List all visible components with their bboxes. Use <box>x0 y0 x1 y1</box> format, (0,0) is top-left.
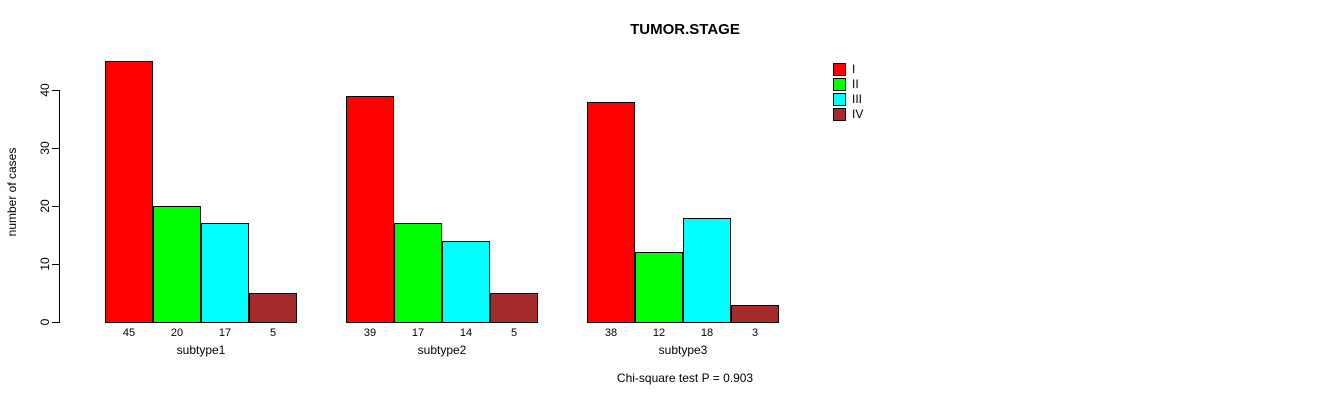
y-axis-line <box>59 90 60 323</box>
group-label-subtype3: subtype3 <box>658 343 708 357</box>
bar-value-label: 17 <box>411 327 425 339</box>
y-tick-label: 30 <box>38 141 52 155</box>
legend: I II III IV <box>833 63 863 121</box>
bar-value-label: 3 <box>751 327 759 339</box>
legend-label: IV <box>852 107 864 121</box>
bar-subtype2-I <box>346 96 394 323</box>
bar-subtype2-II <box>394 223 442 323</box>
chi-square-annotation: Chi-square test P = 0.903 <box>616 371 754 385</box>
bar-value-label: 38 <box>604 327 618 339</box>
bar-subtype1-I <box>105 61 153 323</box>
bar-value-label: 45 <box>122 327 136 339</box>
bar-value-label: 5 <box>510 327 518 339</box>
chart-title: TUMOR.STAGE <box>630 21 740 38</box>
y-axis-tick <box>52 148 59 149</box>
legend-label: I <box>852 62 856 76</box>
legend-swatch <box>833 63 846 76</box>
bar-subtype1-III <box>201 223 249 323</box>
legend-entry-IV: IV <box>833 108 863 121</box>
y-tick-label: 40 <box>38 83 52 97</box>
bar-subtype3-I <box>587 102 635 323</box>
bar-subtype2-III <box>442 241 490 323</box>
bar-value-label: 17 <box>218 327 232 339</box>
bar-value-label: 12 <box>652 327 666 339</box>
bar-value-label: 5 <box>269 327 277 339</box>
bar-subtype3-III <box>683 218 731 323</box>
y-tick-label: 20 <box>38 199 52 213</box>
legend-swatch <box>833 93 846 106</box>
group-label-subtype1: subtype1 <box>176 343 226 357</box>
y-axis-tick <box>52 206 59 207</box>
legend-entry-II: II <box>833 78 863 91</box>
y-tick-label: 0 <box>38 318 52 326</box>
group-label-subtype2: subtype2 <box>417 343 467 357</box>
legend-entry-I: I <box>833 63 863 76</box>
legend-swatch <box>833 108 846 121</box>
y-tick-label: 10 <box>38 257 52 271</box>
legend-label: III <box>852 92 863 106</box>
legend-entry-III: III <box>833 93 863 106</box>
y-axis-tick <box>52 322 59 323</box>
bar-subtype3-IV <box>731 305 779 323</box>
bar-subtype3-II <box>635 252 683 323</box>
bar-value-label: 39 <box>363 327 377 339</box>
legend-swatch <box>833 78 846 91</box>
y-axis-tick <box>52 264 59 265</box>
bar-value-label: 20 <box>170 327 184 339</box>
bar-subtype1-II <box>153 206 201 323</box>
bar-value-label: 14 <box>459 327 473 339</box>
y-axis-tick <box>52 90 59 91</box>
bar-value-label: 18 <box>700 327 714 339</box>
legend-label: II <box>852 77 859 91</box>
bar-subtype1-IV <box>249 293 297 323</box>
y-axis-label: number of cases <box>5 147 19 237</box>
bar-subtype2-IV <box>490 293 538 323</box>
